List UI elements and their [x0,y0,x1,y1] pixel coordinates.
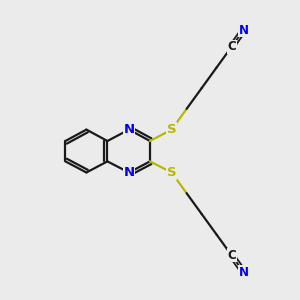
Text: N: N [238,23,249,37]
Text: N: N [238,266,249,279]
Text: N: N [123,123,135,136]
Text: C: C [227,40,236,53]
Text: S: S [167,123,176,136]
Text: S: S [167,166,176,179]
Text: C: C [227,249,236,262]
Text: N: N [123,166,135,179]
